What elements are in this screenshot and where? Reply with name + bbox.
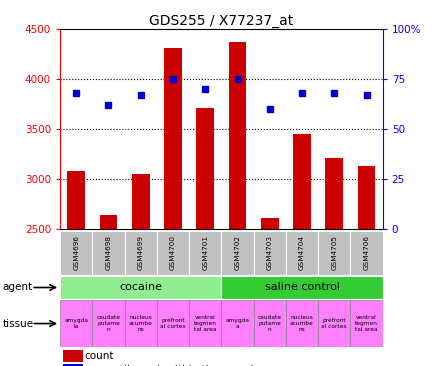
Text: amygda
a: amygda a	[226, 318, 250, 329]
Bar	[286, 231, 318, 274]
Bar	[60, 300, 93, 347]
Text: agent: agent	[2, 283, 32, 292]
Text: GSM4706: GSM4706	[364, 235, 369, 270]
Text: percentile rank within the sample: percentile rank within the sample	[84, 365, 260, 366]
Bar	[60, 231, 93, 274]
Text: GSM4704: GSM4704	[299, 235, 305, 270]
Bar	[125, 231, 157, 274]
Bar	[261, 218, 279, 366]
Bar	[67, 171, 85, 366]
Text: prefront
al cortex: prefront al cortex	[321, 318, 347, 329]
Bar	[222, 300, 254, 347]
Bar	[125, 300, 157, 347]
Bar	[222, 231, 254, 274]
Text: amygda
la: amygda la	[64, 318, 88, 329]
Bar	[93, 231, 125, 274]
Bar	[254, 231, 286, 274]
Bar	[60, 276, 222, 299]
Text: saline control: saline control	[264, 283, 340, 292]
Bar	[132, 174, 150, 366]
Text: GSM4703: GSM4703	[267, 235, 273, 270]
Bar	[351, 231, 383, 274]
Bar	[93, 300, 125, 347]
Bar	[318, 231, 351, 274]
Text: tissue: tissue	[2, 318, 33, 329]
Bar	[293, 134, 311, 366]
Text: count: count	[84, 351, 114, 361]
Bar	[286, 300, 318, 347]
Bar	[196, 108, 214, 366]
Bar	[100, 215, 117, 366]
Bar	[318, 300, 351, 347]
Bar	[351, 300, 383, 347]
Text: cocaine: cocaine	[119, 283, 162, 292]
Text: GSM4705: GSM4705	[332, 235, 337, 270]
Bar	[63, 364, 83, 366]
Text: GSM4698: GSM4698	[105, 235, 111, 270]
Bar	[222, 276, 383, 299]
Bar	[63, 350, 83, 362]
Text: prefront
al cortex: prefront al cortex	[160, 318, 186, 329]
Bar	[325, 158, 343, 366]
Text: ventral
tegmen
tal area: ventral tegmen tal area	[355, 315, 378, 332]
Bar	[229, 42, 247, 366]
Text: GSM4700: GSM4700	[170, 235, 176, 270]
Bar	[164, 48, 182, 366]
Bar	[358, 166, 376, 366]
Text: GSM4696: GSM4696	[73, 235, 79, 270]
Text: GSM4699: GSM4699	[138, 235, 144, 270]
Bar	[189, 300, 222, 347]
Bar	[157, 300, 189, 347]
Text: ventral
tegmen
tal area: ventral tegmen tal area	[194, 315, 217, 332]
Title: GDS255 / X77237_at: GDS255 / X77237_at	[149, 14, 294, 28]
Text: GSM4702: GSM4702	[235, 235, 240, 270]
Bar	[189, 231, 222, 274]
Bar	[254, 300, 286, 347]
Text: nucleus
acumbe
ns: nucleus acumbe ns	[129, 315, 153, 332]
Text: nucleus
acumbe
ns: nucleus acumbe ns	[290, 315, 314, 332]
Text: caudate
putame
n: caudate putame n	[258, 315, 282, 332]
Text: GSM4701: GSM4701	[202, 235, 208, 270]
Bar	[157, 231, 189, 274]
Text: caudate
putame
n: caudate putame n	[97, 315, 121, 332]
